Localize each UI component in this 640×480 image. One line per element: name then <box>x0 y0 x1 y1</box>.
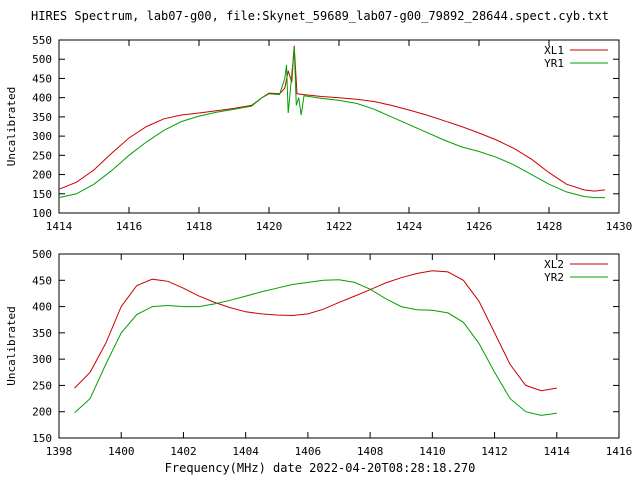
y-axis-label: Uncalibrated <box>5 87 18 166</box>
y-tick-label: 250 <box>32 149 52 162</box>
legend-label: XL1 <box>544 44 564 57</box>
x-tick-label: 1400 <box>108 445 135 458</box>
x-tick-label: 1420 <box>256 220 283 233</box>
x-tick-label: 1410 <box>419 445 446 458</box>
y-tick-label: 100 <box>32 207 52 220</box>
x-tick-label: 1406 <box>295 445 322 458</box>
x-tick-label: 1418 <box>186 220 213 233</box>
chart-panel-2: 1398 1400 1402 1404 1406 1408 1410 1412 1414 1416… <box>5 248 632 458</box>
y-tick-label: 300 <box>32 353 52 366</box>
series-line-xl1 <box>58 45 606 192</box>
x-tick-label: 1408 <box>357 445 384 458</box>
y-tick-label: 400 <box>32 301 52 314</box>
x-tick-label: 1428 <box>536 220 563 233</box>
y-tick-label: 550 <box>32 34 52 47</box>
plot-frame <box>58 253 620 439</box>
x-tick-label: 1426 <box>466 220 493 233</box>
y-tick-label: 250 <box>32 379 52 392</box>
y-tick-label: 400 <box>32 92 52 105</box>
series-line-yr2 <box>74 279 557 416</box>
y-tick-label: 450 <box>32 72 52 85</box>
series-line-xl2 <box>74 270 557 392</box>
legend-label: YR2 <box>544 271 564 284</box>
legend-label: XL2 <box>544 258 564 271</box>
x-tick-label: 1422 <box>326 220 353 233</box>
y-tick-label: 300 <box>32 130 52 143</box>
y-tick-label: 500 <box>32 248 52 261</box>
x-axis-label: Frequency(MHz) date 2022-04-20T08:28:18.… <box>164 461 476 475</box>
x-tick-label: 1404 <box>232 445 259 458</box>
x-tick-label: 1414 <box>544 445 571 458</box>
x-tick-label: 1424 <box>396 220 423 233</box>
chart-title: HIRES Spectrum, lab07-g00, file:Skynet_5… <box>31 9 609 23</box>
plot-frame <box>58 39 620 214</box>
y-tick-label: 150 <box>32 188 52 201</box>
x-tick-label: 1416 <box>606 445 633 458</box>
x-tick-label: 1398 <box>46 445 73 458</box>
y-tick-label: 150 <box>32 432 52 445</box>
x-tick-label: 1414 <box>46 220 73 233</box>
x-tick-label: 1430 <box>606 220 633 233</box>
y-tick-label: 200 <box>32 169 52 182</box>
y-tick-label: 200 <box>32 406 52 419</box>
series-line-yr1 <box>58 47 605 199</box>
x-tick-label: 1416 <box>116 220 143 233</box>
y-tick-label: 500 <box>32 53 52 66</box>
chart-panel-1: 1414 1416 1418 1420 1422 1424 1426 1428 1430 100 1… <box>5 34 632 233</box>
y-tick-label: 350 <box>32 111 52 124</box>
y-tick-label: 350 <box>32 327 52 340</box>
x-tick-label: 1402 <box>170 445 197 458</box>
x-tick-label: 1412 <box>481 445 508 458</box>
y-axis-label: Uncalibrated <box>5 306 18 385</box>
legend-label: YR1 <box>544 57 564 70</box>
y-tick-label: 450 <box>32 274 52 287</box>
